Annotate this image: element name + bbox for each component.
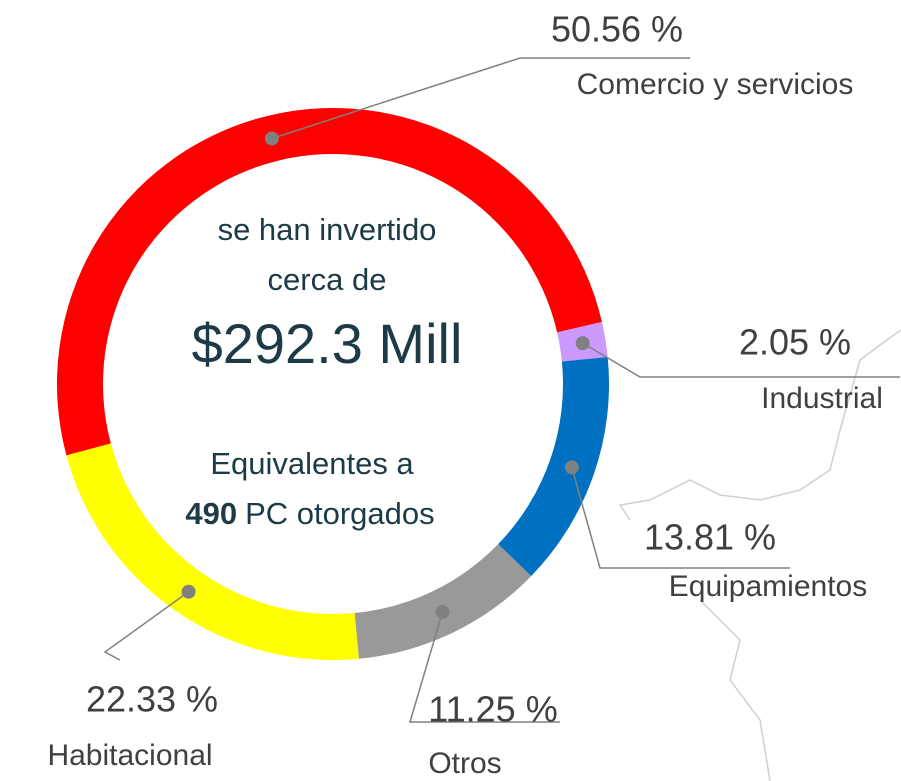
value-label: 50.56 % — [551, 9, 683, 50]
donut-slice — [56, 107, 602, 456]
leader-dot — [435, 605, 450, 620]
center-text: Equivalentes a — [210, 446, 414, 481]
leader-line — [103, 591, 190, 661]
value-label: 22.33 % — [86, 679, 218, 720]
leaders: 50.56 % Comercio y servicios 2.05 % Industr… — [47, 9, 900, 780]
category-label: Otros — [428, 747, 501, 780]
leader-dot — [564, 460, 579, 475]
center-count-line: 490 PC otorgados — [185, 496, 434, 531]
leader-line — [571, 467, 790, 569]
donut-slice — [354, 544, 532, 659]
center-amount: $292.3 Mill — [192, 312, 463, 375]
leader-dot — [181, 584, 196, 599]
donut-slice — [66, 443, 359, 660]
donut-slice — [498, 357, 609, 577]
value-label: 11.25 % — [428, 689, 557, 730]
value-label: 13.81 % — [644, 517, 776, 558]
category-label: Industrial — [761, 382, 883, 415]
center-text: se han invertido — [218, 212, 437, 247]
category-label: Comercio y servicios — [577, 68, 854, 101]
leader-dot — [575, 336, 590, 351]
leader-line — [271, 57, 690, 140]
center-text: cerca de — [268, 262, 387, 297]
center-count: 490 — [185, 496, 237, 531]
value-label: 2.05 % — [739, 322, 851, 363]
category-label: Habitacional — [47, 739, 212, 772]
leader-dot — [264, 131, 279, 146]
leader-line — [582, 342, 900, 378]
category-label: Equipamientos — [669, 570, 867, 603]
map-background — [618, 329, 901, 781]
center-count-suffix: PC otorgados — [245, 496, 435, 531]
donut — [56, 107, 609, 660]
leader-line — [408, 611, 560, 723]
